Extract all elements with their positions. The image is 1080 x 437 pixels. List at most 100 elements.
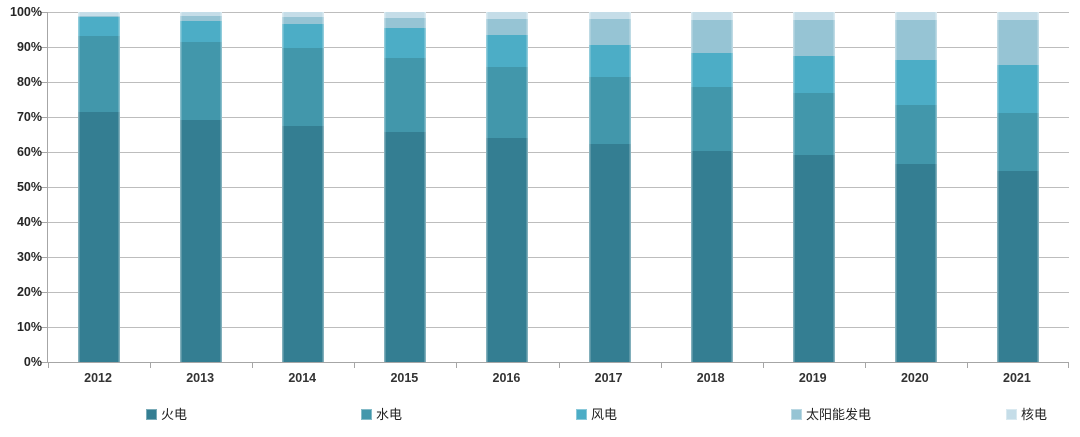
bar-segment — [180, 20, 223, 43]
y-axis-tick — [41, 256, 48, 258]
x-axis-label: 2013 — [186, 371, 215, 385]
bar-segment — [78, 15, 121, 17]
legend-item: 太阳能发电 — [791, 407, 871, 422]
x-axis-label: 2016 — [492, 371, 521, 385]
y-axis-tick — [41, 151, 48, 153]
bar-segment — [690, 12, 733, 21]
gridline — [48, 291, 1069, 293]
x-axis-label: 2019 — [798, 371, 827, 385]
x-axis-label: 2014 — [288, 371, 317, 385]
bar-segment — [78, 111, 121, 362]
legend-swatch-icon — [361, 409, 372, 420]
bar-segment — [894, 12, 937, 21]
bar-segment — [894, 60, 937, 106]
gridline — [48, 11, 1069, 13]
bar-segment — [996, 170, 1039, 362]
gridline — [48, 81, 1069, 83]
x-axis-tick — [660, 362, 662, 368]
gridline — [48, 116, 1069, 118]
legend-item: 风电 — [576, 407, 617, 422]
y-axis-label: 90% — [16, 40, 42, 54]
legend-item: 水电 — [361, 407, 402, 422]
bar-segment — [384, 132, 427, 362]
x-axis-tick — [150, 362, 152, 368]
x-axis-label: 2015 — [390, 371, 419, 385]
x-axis-label: 2018 — [696, 371, 725, 385]
bar-2016 — [486, 12, 529, 362]
bar-segment — [588, 44, 631, 77]
y-axis-label: 30% — [16, 250, 42, 264]
legend-label: 风电 — [591, 407, 618, 422]
y-axis-tick — [41, 291, 48, 293]
bar-segment — [486, 138, 529, 362]
bar-segment — [384, 18, 427, 28]
bar-segment — [792, 20, 835, 57]
y-axis-tick — [41, 81, 48, 83]
y-axis-label: 20% — [16, 285, 42, 299]
x-axis-tick — [456, 362, 458, 368]
bar-2018 — [690, 12, 733, 362]
gridline — [48, 326, 1069, 328]
y-axis-label: 70% — [16, 110, 42, 124]
legend-label: 火电 — [161, 407, 188, 422]
legend-label: 水电 — [376, 407, 403, 422]
bar-segment — [384, 12, 427, 19]
bar-segment — [894, 20, 937, 61]
bar-2019 — [792, 12, 835, 362]
x-axis-label: 2012 — [84, 371, 112, 385]
x-axis-tick — [762, 362, 764, 368]
bar-segment — [282, 17, 325, 24]
x-axis-label: 2017 — [594, 371, 623, 385]
bar-segment — [792, 56, 835, 93]
bar-segment — [282, 12, 325, 18]
gridline — [48, 151, 1069, 153]
x-axis-label: 2021 — [1003, 371, 1031, 385]
bar-segment — [996, 113, 1039, 171]
y-axis-label: 40% — [16, 215, 42, 229]
y-axis-label: 0% — [23, 355, 42, 369]
legend-item: 核电 — [1006, 407, 1047, 422]
x-axis-tick — [558, 362, 560, 368]
gridline — [48, 186, 1069, 188]
y-axis-tick — [41, 116, 48, 118]
bar-segment — [894, 163, 937, 362]
bar-segment — [690, 151, 733, 362]
bar-2015 — [384, 12, 427, 362]
bar-2017 — [588, 12, 631, 362]
legend-swatch-icon — [576, 409, 587, 420]
bar-segment — [588, 19, 631, 45]
gridline — [48, 256, 1069, 258]
x-axis-tick — [1068, 362, 1069, 368]
bar-segment — [588, 12, 631, 19]
y-axis-label: 50% — [16, 180, 42, 194]
bar-segment — [486, 35, 529, 68]
x-axis-tick — [354, 362, 356, 368]
y-axis-label: 10% — [16, 320, 42, 334]
bar-segment — [894, 105, 937, 164]
y-axis-label: 80% — [16, 75, 42, 89]
bar-segment — [588, 76, 631, 145]
x-axis-tick — [966, 362, 968, 368]
bar-segment — [996, 19, 1039, 65]
bar-segment — [180, 42, 223, 121]
bar-segment — [486, 19, 529, 36]
bar-segment — [792, 92, 835, 155]
legend-swatch-icon — [146, 409, 157, 420]
bar-2021 — [996, 12, 1039, 362]
bar-2012 — [78, 12, 121, 362]
bar-segment — [180, 16, 223, 21]
legend-item: 火电 — [146, 407, 187, 422]
y-axis-tick — [41, 46, 48, 48]
bar-segment — [996, 12, 1039, 20]
bar-segment — [996, 64, 1039, 114]
x-axis-tick — [864, 362, 866, 368]
bar-2014 — [282, 12, 325, 362]
legend-swatch-icon — [1006, 409, 1017, 420]
bar-segment — [78, 35, 121, 112]
bar-segment — [792, 12, 835, 21]
bar-2013 — [180, 12, 223, 362]
bar-segment — [282, 48, 325, 127]
bar-segment — [486, 12, 529, 19]
x-axis-tick — [252, 362, 254, 368]
